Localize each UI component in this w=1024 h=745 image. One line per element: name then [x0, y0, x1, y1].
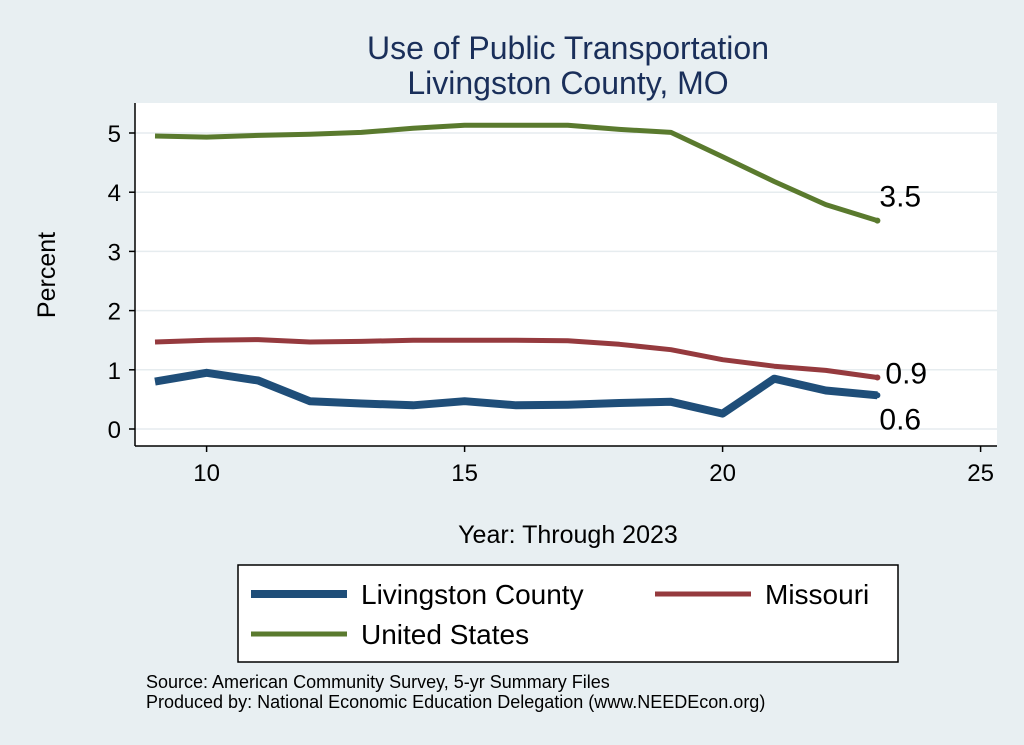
series-end-point — [874, 374, 881, 381]
gridlines — [135, 132, 997, 430]
end-label-united-states: 3.5 — [879, 181, 921, 214]
legend: Livingston County Missouri United States — [251, 579, 869, 650]
legend-label-united-states: United States — [361, 619, 529, 650]
series-end-point — [874, 217, 881, 224]
end-label-missouri: 0.9 — [885, 357, 927, 390]
y-tick-label: 3 — [108, 239, 121, 266]
end-label-livingston-county: 0.6 — [879, 403, 921, 436]
x-tick-label: 10 — [193, 460, 220, 487]
axes — [129, 103, 997, 452]
legend-label-missouri: Missouri — [765, 579, 869, 610]
end-labels: 3.5 0.9 0.6 — [879, 181, 927, 437]
source-line: Source: American Community Survey, 5-yr … — [146, 672, 610, 692]
chart-title-line-1: Use of Public Transportation — [367, 30, 769, 66]
y-tick-label: 5 — [108, 121, 121, 148]
tick-labels: 0 1 2 3 4 5 10 15 20 25 — [108, 121, 994, 487]
legend-box — [237, 564, 899, 663]
x-tick-label: 25 — [967, 460, 994, 487]
chart-title-line-2: Livingston County, MO — [407, 65, 728, 101]
series-line-missouri — [154, 337, 878, 380]
series-end-point — [874, 392, 881, 399]
legend-label-livingston-county: Livingston County — [361, 579, 584, 610]
series-line-united-states — [154, 122, 879, 223]
x-axis-label: Year: Through 2023 — [458, 521, 678, 549]
y-tick-label: 0 — [108, 417, 121, 444]
y-tick-label: 1 — [108, 358, 121, 385]
y-axis-label: Percent — [33, 232, 61, 318]
series-lines — [154, 122, 881, 418]
x-tick-label: 15 — [451, 460, 478, 487]
y-tick-label: 2 — [108, 299, 121, 326]
y-tick-label: 4 — [108, 180, 121, 207]
x-tick-label: 20 — [709, 460, 736, 487]
source-note: Source: American Community Survey, 5-yr … — [146, 672, 765, 712]
producer-line: Produced by: National Economic Education… — [146, 692, 766, 712]
series-line-livingston-county — [154, 368, 878, 418]
